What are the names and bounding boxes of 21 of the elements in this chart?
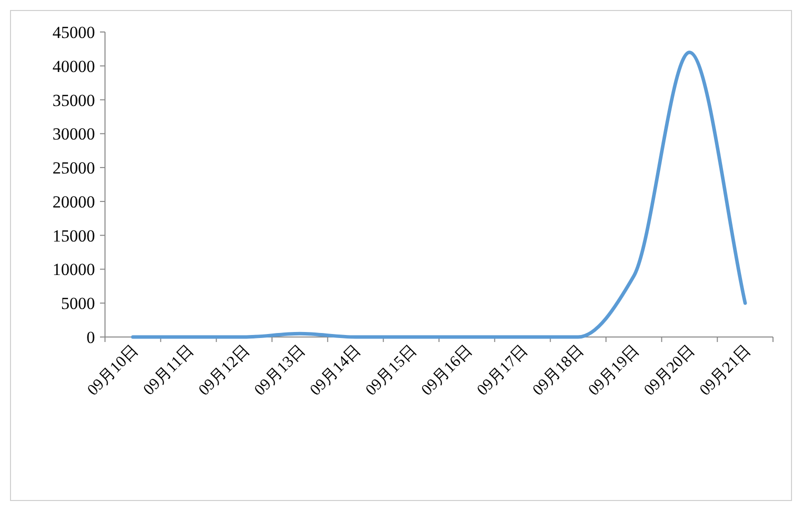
x-tick-label: 09月21日	[696, 342, 754, 400]
x-tick-label: 09月12日	[196, 342, 253, 400]
y-tick-label: 35000	[52, 90, 95, 110]
y-tick-label: 10000	[52, 260, 95, 280]
x-tick-label: 09月11日	[140, 342, 198, 399]
y-tick-label: 5000	[61, 294, 95, 314]
x-tick-label: 09月20日	[641, 342, 698, 400]
y-tick-label: 25000	[52, 158, 95, 178]
y-tick-label: 20000	[52, 192, 95, 212]
y-tick-label: 15000	[52, 226, 95, 246]
x-tick-label: 09月14日	[307, 342, 364, 400]
y-tick-label: 0	[86, 328, 95, 347]
x-tick-label: 09月17日	[474, 342, 532, 400]
x-tick-label: 09月13日	[251, 342, 309, 400]
x-tick-label: 09月18日	[530, 342, 587, 400]
x-tick-label: 09月16日	[418, 342, 476, 400]
y-tick-label: 40000	[52, 56, 95, 76]
y-tick-label: 30000	[52, 124, 95, 144]
y-tick-label: 45000	[52, 23, 95, 42]
x-tick-label: 09月19日	[585, 342, 643, 400]
x-tick-label: 09月15日	[362, 342, 420, 400]
